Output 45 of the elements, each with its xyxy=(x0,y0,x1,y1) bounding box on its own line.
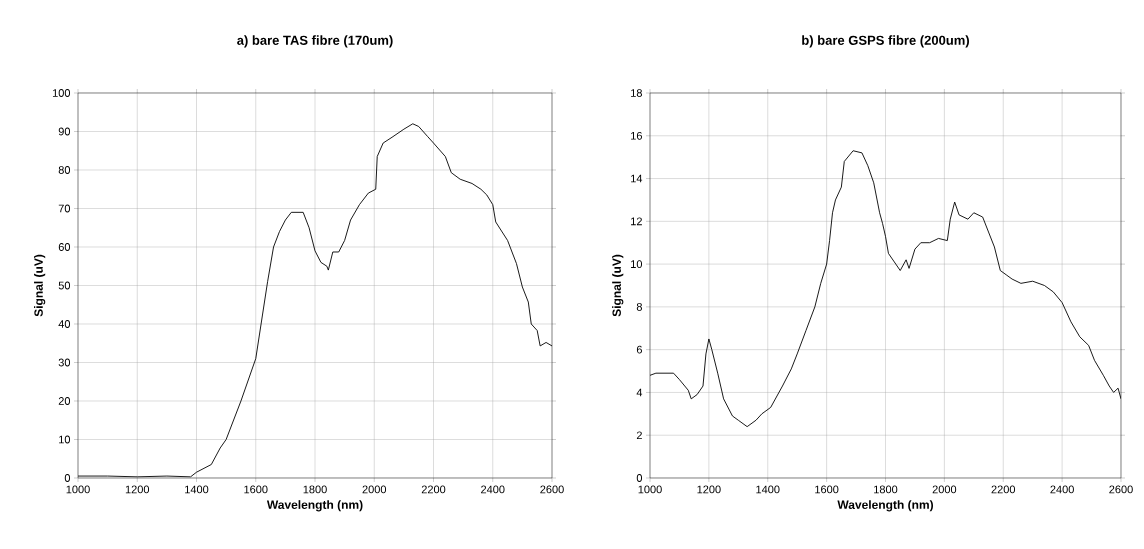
y-tick-label: 4 xyxy=(636,388,643,397)
x-tick-label: 1800 xyxy=(303,485,327,494)
x-tick-label: 1000 xyxy=(638,485,662,494)
x-tick-label: 1200 xyxy=(697,485,721,494)
x-tick-label: 1600 xyxy=(244,485,268,494)
y-tick-label: 18 xyxy=(631,89,642,97)
y-tick-label: 8 xyxy=(636,303,642,311)
x-tick-label: 1400 xyxy=(756,485,780,494)
y-tick-label: 0 xyxy=(636,474,643,482)
x-tick-label: 2400 xyxy=(481,485,505,494)
y-tick-label: 70 xyxy=(58,204,71,213)
y-tick-label: 0 xyxy=(64,474,71,482)
y-tick-label: 20 xyxy=(58,397,71,405)
y-tick-label: 60 xyxy=(58,243,71,251)
x-tick-label: 2600 xyxy=(1109,485,1133,494)
y-tick-label: 80 xyxy=(58,166,71,174)
x-tick-label: 1200 xyxy=(125,485,150,494)
x-tick-label: 2400 xyxy=(1050,485,1074,494)
y-tick-label: 100 xyxy=(52,89,71,97)
y-tick-label: 90 xyxy=(58,127,71,136)
x-tick-label: 1800 xyxy=(874,485,898,494)
x-tick-label: 2200 xyxy=(421,485,446,494)
x-axis-title: Wavelength (nm) xyxy=(266,500,363,512)
x-tick-label: 1000 xyxy=(66,485,90,494)
x-axis-title: Wavelength (nm) xyxy=(837,500,934,512)
y-tick-label: 2 xyxy=(636,431,642,440)
y-tick-label: 30 xyxy=(58,358,71,367)
chart-title: a) bare TAS fibre (170um) xyxy=(237,35,393,48)
y-tick-label: 6 xyxy=(636,345,642,354)
x-tick-label: 1600 xyxy=(815,485,839,494)
y-tick-label: 40 xyxy=(58,320,71,328)
y-tick-label: 14 xyxy=(631,174,643,183)
y-tick-label: 50 xyxy=(58,281,71,290)
chart-title: b) bare GSPS fibre (200um) xyxy=(802,35,969,48)
y-axis-title: Signal (uV) xyxy=(34,254,46,317)
y-tick-label: 10 xyxy=(59,435,71,444)
x-tick-label: 2200 xyxy=(991,485,1016,494)
x-tick-label: 2000 xyxy=(932,485,957,494)
y-tick-label: 12 xyxy=(631,217,642,226)
x-tick-label: 1400 xyxy=(185,485,209,494)
y-tick-label: 10 xyxy=(631,260,643,268)
y-axis-title: Signal (uV) xyxy=(612,254,624,317)
x-tick-label: 2000 xyxy=(362,485,387,494)
x-tick-label: 2600 xyxy=(540,485,564,494)
y-tick-label: 16 xyxy=(631,131,642,140)
